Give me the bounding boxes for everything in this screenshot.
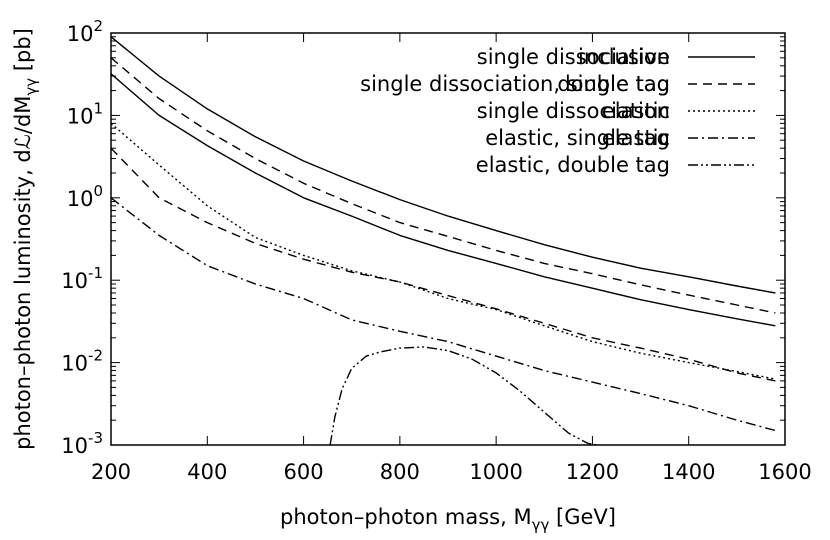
x-tick-label: 600 <box>284 460 324 484</box>
legend-label: inclusive <box>578 45 670 69</box>
x-tick-label: 1400 <box>662 460 715 484</box>
series-line <box>110 122 776 380</box>
y-tick-label: 10-1 <box>61 264 103 293</box>
y-axis-title: photon–photon luminosity, dℒ/dMγγ [pb] <box>11 28 40 450</box>
x-tick-label: 1600 <box>758 460 811 484</box>
x-tick-label: 1200 <box>566 460 619 484</box>
x-tick-label: 400 <box>187 460 227 484</box>
x-tick-label: 200 <box>91 460 131 484</box>
legend-label: elastic <box>602 99 670 123</box>
x-axis-title: photon–photon mass, Mγγ [GeV] <box>280 505 616 534</box>
y-tick-label: 10-3 <box>61 429 103 458</box>
legend-label: single dissociation, single tag <box>360 72 670 96</box>
series-line <box>329 346 598 446</box>
legend-label: double tag <box>557 72 670 96</box>
legend-label: elastic, single tag <box>485 126 670 150</box>
y-tick-label: 10-2 <box>61 347 103 376</box>
legend-label: single dissociation <box>477 99 670 123</box>
y-tick-label: 101 <box>67 99 103 128</box>
series-line <box>110 147 776 382</box>
x-tick-label: 1000 <box>469 460 522 484</box>
y-tick-label: 102 <box>67 17 103 46</box>
y-tick-label: 100 <box>67 182 103 211</box>
series-line <box>110 57 776 314</box>
x-tick-label: 800 <box>380 460 420 484</box>
plot-frame <box>110 32 786 446</box>
legend-label: elastic, double tag <box>476 153 670 177</box>
series-line <box>110 36 776 294</box>
series-line <box>110 73 776 327</box>
legend-label: single dissociation <box>477 45 670 69</box>
series-line <box>110 197 776 432</box>
legend-label: elastic <box>602 126 670 150</box>
